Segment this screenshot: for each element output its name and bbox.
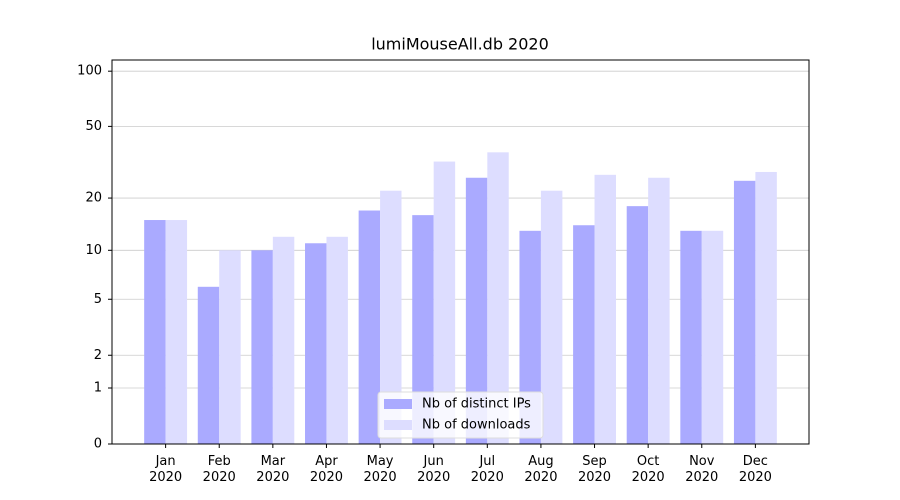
x-tick-label-line: Jun [423,454,444,469]
legend-swatch [384,420,412,430]
x-tick-label-line: 2020 [471,470,504,485]
legend-box [377,391,544,439]
x-tick-label: Apr 2020 [310,454,343,485]
x-tick-label-line: Feb [208,454,231,469]
x-tick-label-line: 2020 [364,470,397,485]
x-tick-label-line: 2020 [256,470,289,485]
x-tick-label-line: Dec [743,454,768,469]
legend-label: Nb of downloads [422,418,531,433]
y-tick-label: 100 [77,64,102,79]
bar [594,174,616,444]
x-tick-label: Jan 2020 [149,454,182,485]
x-tick-label-line: Sep [582,454,607,469]
x-tick-label: Feb 2020 [203,454,236,485]
x-tick-label-line: 2020 [578,470,611,485]
x-tick-label-line: 2020 [310,470,343,485]
x-tick-label-line: 2020 [524,470,557,485]
bar [487,152,509,444]
x-tick-label: Sep 2020 [578,454,611,485]
x-tick-label-line: Oct [637,454,659,469]
y-tick-label: 5 [94,292,102,307]
y-tick-label: 2 [94,348,102,363]
x-tick-label: Mar 2020 [256,454,289,485]
bar [219,250,241,444]
x-tick-label-line: Nov [689,454,715,469]
chart-title: lumiMouseAll.db 2020 [371,35,549,54]
x-tick-label-line: 2020 [632,470,665,485]
plot-frame [111,59,810,445]
x-tick-label: May 2020 [364,454,397,485]
x-tick-label: Jul 2020 [471,454,504,485]
y-tick-label: 20 [85,191,102,206]
x-tick-label: Oct 2020 [632,454,665,485]
y-tick-label: 0 [94,437,102,452]
x-tick-label: Dec 2020 [739,454,772,485]
x-tick-label-line: Apr [315,454,338,469]
bar [755,171,777,444]
bar [465,177,488,444]
x-tick-label-line: Mar [261,454,286,469]
bar [251,250,273,444]
bar [305,243,327,444]
bar [144,220,166,444]
x-tick-label-line: 2020 [685,470,718,485]
x-tick-label-line: 2020 [149,470,182,485]
x-tick-label-line: 2020 [739,470,772,485]
bar [540,190,563,444]
bar [412,215,434,444]
x-tick-label-line: Jul [478,454,495,469]
bar [358,210,381,444]
x-tick-label-line: May [367,454,394,469]
legend-label: Nb of distinct IPs [422,397,531,412]
x-tick-label-line: Aug [528,454,553,469]
bar [573,225,595,444]
bar [272,236,295,444]
y-tick-label: 50 [85,119,102,134]
x-tick-label-line: 2020 [203,470,236,485]
bar [326,236,348,444]
x-tick-label-line: Jan [155,454,176,469]
y-tick-label: 10 [85,243,102,258]
legend-swatch [384,399,412,409]
x-tick-label: Jun 2020 [417,454,450,485]
bar [680,230,702,444]
x-tick-label: Nov 2020 [685,454,718,485]
bar [433,161,456,444]
bar [648,177,670,444]
bar [733,180,756,444]
bar [701,230,724,444]
y-tick-label: 1 [94,381,102,396]
x-tick-label-line: 2020 [417,470,450,485]
bar [380,190,402,444]
bar [165,220,188,444]
bar [197,286,220,444]
bar [626,206,649,444]
x-tick-label: Aug 2020 [524,454,557,485]
bar [519,230,541,444]
